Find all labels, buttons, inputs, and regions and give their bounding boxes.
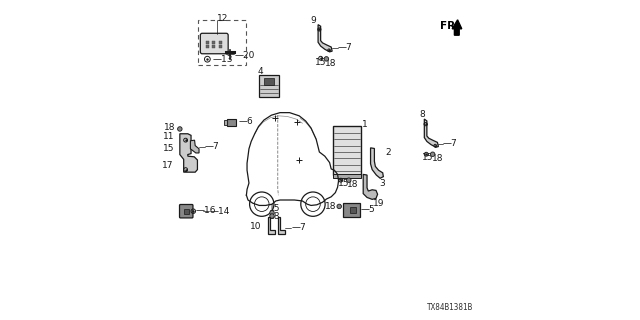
Bar <box>206 41 209 44</box>
Text: 15: 15 <box>338 180 349 188</box>
Bar <box>212 45 215 48</box>
Text: —5: —5 <box>361 205 376 214</box>
Circle shape <box>178 127 182 131</box>
Text: 9: 9 <box>310 16 316 25</box>
Polygon shape <box>180 134 197 172</box>
Polygon shape <box>191 140 199 153</box>
Circle shape <box>270 214 275 218</box>
Text: 18: 18 <box>325 59 336 68</box>
Bar <box>224 120 227 125</box>
Text: 4: 4 <box>258 67 263 76</box>
Text: 18: 18 <box>325 202 337 211</box>
Text: 18: 18 <box>432 154 444 163</box>
FancyBboxPatch shape <box>179 204 193 218</box>
Text: —20: —20 <box>235 52 255 60</box>
Text: —7: —7 <box>205 142 220 151</box>
Text: 15: 15 <box>315 58 326 67</box>
Bar <box>351 207 356 213</box>
Text: 11: 11 <box>163 132 174 141</box>
Bar <box>212 41 215 44</box>
Text: —7: —7 <box>338 44 353 52</box>
Bar <box>264 78 274 85</box>
FancyBboxPatch shape <box>333 126 361 175</box>
Text: 12: 12 <box>217 14 228 23</box>
Circle shape <box>324 57 329 61</box>
Bar <box>219 41 222 44</box>
Polygon shape <box>278 217 285 234</box>
FancyBboxPatch shape <box>259 75 279 97</box>
Circle shape <box>430 152 435 156</box>
Text: 18: 18 <box>164 124 175 132</box>
Polygon shape <box>452 20 462 35</box>
Bar <box>198 20 246 65</box>
Bar <box>219 45 222 48</box>
Text: FR.: FR. <box>440 20 460 31</box>
Bar <box>184 209 189 214</box>
Text: 19: 19 <box>372 199 384 208</box>
Polygon shape <box>318 25 332 52</box>
Polygon shape <box>364 174 378 199</box>
Circle shape <box>347 178 351 182</box>
FancyBboxPatch shape <box>344 203 360 217</box>
Text: TX84B1381B: TX84B1381B <box>428 303 474 312</box>
Text: 17: 17 <box>162 161 173 170</box>
Text: —13: —13 <box>212 55 233 64</box>
Text: 15: 15 <box>269 204 280 213</box>
Bar <box>206 45 209 48</box>
Text: 1: 1 <box>362 120 368 129</box>
Text: —7: —7 <box>291 223 306 232</box>
Polygon shape <box>268 217 275 234</box>
Text: —6: —6 <box>239 117 253 126</box>
Text: —14: —14 <box>210 207 230 216</box>
Polygon shape <box>371 148 383 178</box>
Text: 18: 18 <box>269 212 280 221</box>
Text: 15: 15 <box>422 153 434 162</box>
FancyBboxPatch shape <box>200 33 228 54</box>
Bar <box>227 119 236 126</box>
Bar <box>333 174 360 178</box>
Circle shape <box>337 204 342 209</box>
Text: 18: 18 <box>347 180 358 189</box>
Text: 15: 15 <box>163 144 174 153</box>
Text: 2: 2 <box>385 148 390 157</box>
Text: —7: —7 <box>443 140 458 148</box>
Circle shape <box>270 211 275 215</box>
Text: 8: 8 <box>420 110 426 119</box>
Text: —16: —16 <box>196 206 216 215</box>
Text: 3: 3 <box>380 180 385 188</box>
Text: 10: 10 <box>250 222 262 231</box>
Polygon shape <box>424 119 438 147</box>
